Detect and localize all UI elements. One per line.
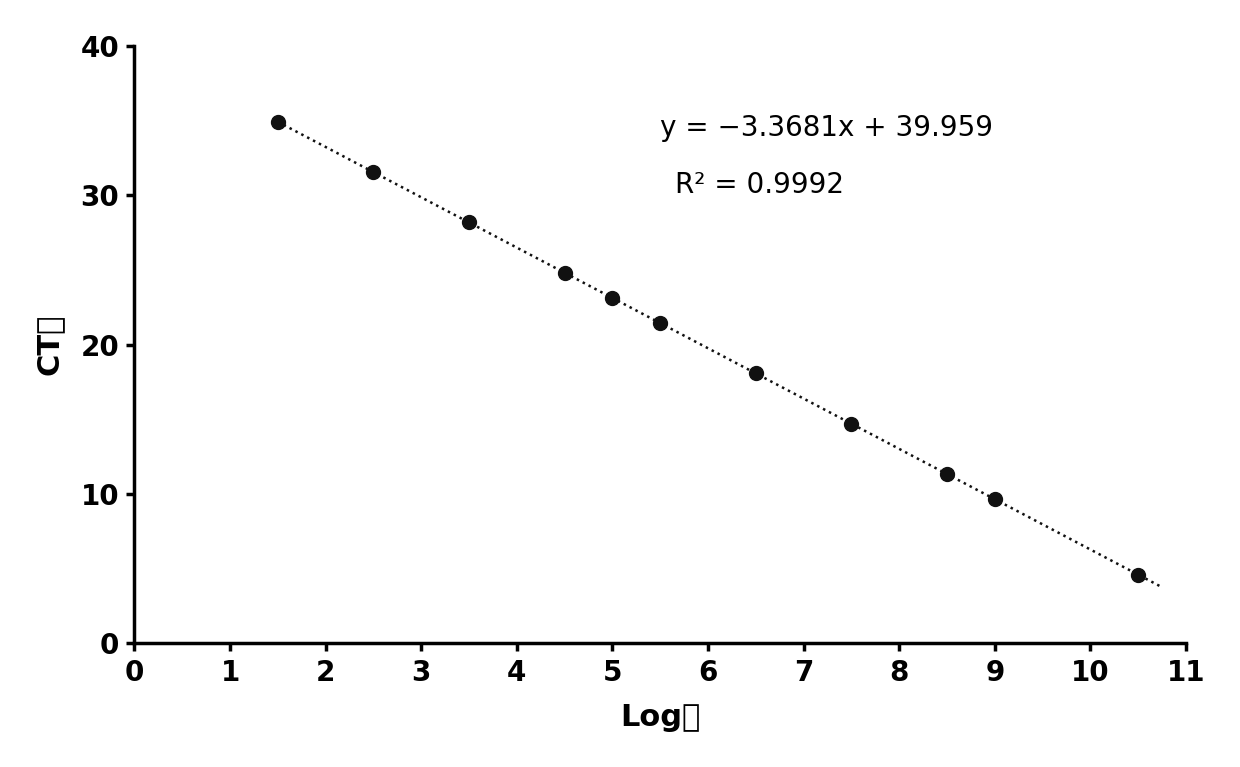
Point xyxy=(268,116,288,128)
Point xyxy=(1128,568,1148,581)
Point xyxy=(603,291,622,304)
Point xyxy=(554,267,574,279)
Point xyxy=(746,367,766,380)
X-axis label: Log値: Log値 xyxy=(620,703,701,732)
Point xyxy=(650,317,670,329)
Y-axis label: CT値: CT値 xyxy=(35,314,63,375)
Point xyxy=(937,468,957,480)
Point xyxy=(459,216,479,229)
Point xyxy=(363,166,383,178)
Point xyxy=(985,493,1004,505)
Point xyxy=(842,417,862,430)
Text: R² = 0.9992: R² = 0.9992 xyxy=(675,171,843,199)
Text: y = −3.3681x + 39.959: y = −3.3681x + 39.959 xyxy=(660,114,993,142)
